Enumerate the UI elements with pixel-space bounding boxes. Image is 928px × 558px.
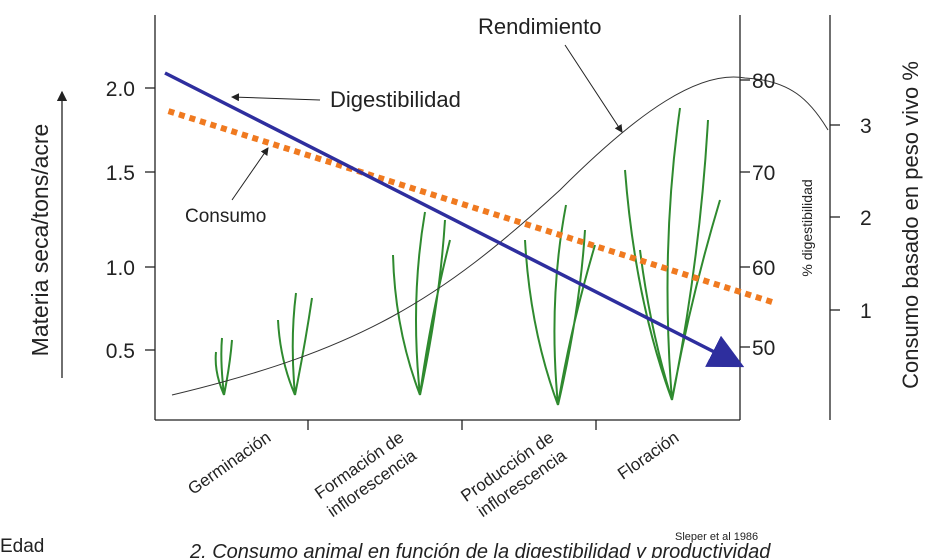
left-axis-label: Materia seca/tons/acre [27, 124, 53, 357]
stage-label: Formación deinflorescencia [311, 427, 420, 521]
caption: 2. Consumo animal en función de la diges… [189, 541, 771, 558]
tick: 3 [860, 115, 872, 138]
tick: 80 [752, 70, 775, 93]
right-axis-label: Consumo basado en peso vivo % [898, 61, 923, 389]
diagram: Rendimiento Digestibilidad Consumo Mater… [0, 0, 928, 558]
tick: 2 [860, 207, 872, 230]
tick: 50 [752, 337, 775, 360]
x-label: Edad [0, 536, 44, 557]
label-intake: Consumo [185, 206, 266, 227]
middle-axis-label: % digestibilidad [799, 179, 815, 276]
stage-label: Producción deinflorescencia [457, 427, 570, 523]
callouts [232, 45, 622, 200]
stage-label: Germinación [184, 428, 274, 499]
tick: 60 [752, 257, 775, 280]
tick: 1.0 [106, 257, 135, 280]
stage-label: Floración [614, 428, 682, 484]
label-digestibility: Digestibilidad [330, 87, 461, 112]
label-yield: Rendimiento [478, 14, 602, 39]
tick: 1.5 [106, 162, 135, 185]
tick: 2.0 [106, 78, 135, 101]
tick: 70 [752, 162, 775, 185]
tick: 0.5 [106, 340, 135, 363]
tick: 1 [860, 300, 872, 323]
